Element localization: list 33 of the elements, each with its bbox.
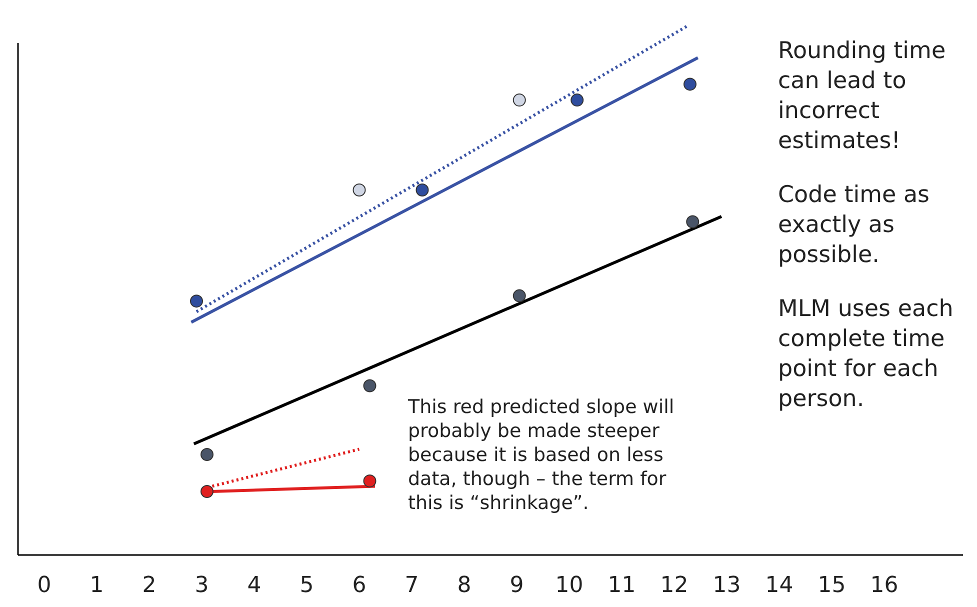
annotation: Rounding time can lead to incorrect estimates!	[778, 38, 946, 154]
point	[190, 294, 203, 308]
point	[512, 289, 526, 302]
x-tick-label: 1	[90, 573, 104, 598]
point	[363, 379, 376, 392]
x-tick-label: 8	[457, 573, 472, 598]
x-tick-label: 0	[37, 573, 52, 598]
point	[363, 474, 376, 488]
x-tick-label: 5	[300, 573, 314, 598]
x-tick-label: 6	[352, 573, 366, 598]
x-tick-label: 16	[870, 573, 898, 598]
x-tick-label: 3	[194, 573, 209, 598]
x-tick-label: 9	[510, 573, 524, 598]
x-tick-label: 13	[712, 573, 741, 598]
point	[352, 183, 366, 196]
annotation: Code time as exactly as possible.	[778, 182, 930, 268]
point	[684, 78, 696, 91]
x-tick-label: 11	[608, 573, 636, 598]
point	[416, 183, 429, 196]
point	[570, 94, 584, 107]
x-tick-label: 2	[142, 573, 156, 598]
point	[200, 485, 214, 498]
point	[512, 94, 526, 107]
point	[686, 215, 700, 228]
annotation: This red predicted slope will probably be made steeper because it is based on less data, though – the term for this is “shrinkage”.	[407, 396, 674, 514]
x-tick-label: 7	[404, 573, 419, 598]
annotation: MLM uses each complete time point for each person.	[778, 296, 954, 412]
x-tick-label: 12	[660, 573, 688, 598]
point	[200, 448, 214, 461]
x-tick-label: 15	[818, 573, 846, 598]
x-tick-label: 10	[555, 573, 584, 598]
x-tick-label: 14	[765, 573, 794, 598]
x-tick-label: 4	[247, 573, 262, 598]
